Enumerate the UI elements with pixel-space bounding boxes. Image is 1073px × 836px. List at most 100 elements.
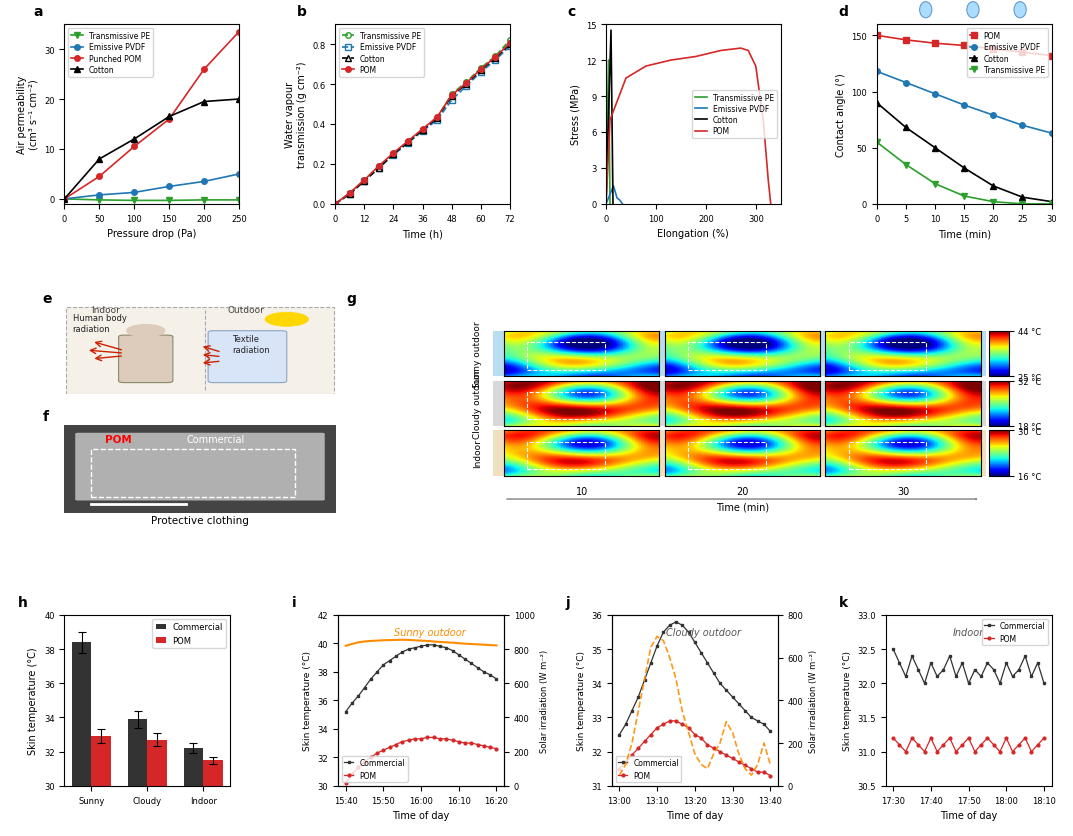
Transmissive PE <box>401 138 414 148</box>
POM <box>741 47 754 57</box>
Cotton <box>233 94 246 104</box>
Text: g: g <box>347 292 356 306</box>
POM <box>626 750 638 760</box>
POM <box>427 732 440 742</box>
Commercial <box>950 671 962 681</box>
Text: Outdoor: Outdoor <box>227 306 264 315</box>
Text: Textile
radiation: Textile radiation <box>233 335 270 354</box>
POM <box>663 716 676 726</box>
Emissive PVDF <box>987 111 1000 121</box>
Cotton <box>958 164 971 174</box>
Emissive PVDF <box>503 42 516 52</box>
Bar <box>527 392 605 420</box>
FancyBboxPatch shape <box>208 331 286 383</box>
Commercial <box>490 674 503 684</box>
POM <box>600 200 613 210</box>
Bar <box>72 643 91 836</box>
X-axis label: Time of day: Time of day <box>393 810 450 820</box>
Transmissive PE <box>602 56 615 66</box>
POM <box>912 740 925 750</box>
Emissive PVDF <box>430 116 443 126</box>
POM <box>950 747 962 757</box>
X-axis label: Pressure drop (Pa): Pressure drop (Pa) <box>107 229 196 239</box>
Line: Cotton: Cotton <box>333 43 513 207</box>
Commercial <box>726 692 739 702</box>
FancyBboxPatch shape <box>119 336 173 383</box>
Punched POM <box>163 115 176 125</box>
Commercial <box>427 640 440 650</box>
Commercial <box>465 659 477 669</box>
Cotton <box>401 138 414 148</box>
Cotton <box>899 124 912 134</box>
Commercial <box>471 663 484 673</box>
Transmissive PE <box>1045 200 1058 210</box>
Text: Indoor: Indoor <box>953 628 984 638</box>
Cotton <box>460 80 473 90</box>
Text: POM: POM <box>105 435 132 445</box>
Emissive PVDF <box>233 170 246 180</box>
Cotton <box>474 66 487 76</box>
POM <box>893 740 906 750</box>
POM <box>720 750 733 760</box>
Line: POM: POM <box>618 720 771 777</box>
POM <box>928 39 941 49</box>
Cotton <box>604 26 617 36</box>
Emissive PVDF <box>614 196 627 206</box>
Emissive PVDF <box>445 96 458 106</box>
Text: Sunny outdoor: Sunny outdoor <box>394 628 466 638</box>
Cotton <box>197 97 210 107</box>
Y-axis label: Water vapour
transmission (g cm⁻²): Water vapour transmission (g cm⁻²) <box>285 62 307 168</box>
POM <box>664 56 677 66</box>
POM <box>745 764 758 774</box>
Line: Emissive PVDF: Emissive PVDF <box>874 69 1055 137</box>
Commercial <box>632 692 645 702</box>
Commercial <box>638 675 651 685</box>
X-axis label: Time (h): Time (h) <box>402 229 443 239</box>
POM <box>346 769 358 779</box>
Commercial <box>682 627 695 637</box>
Commercial <box>421 640 433 650</box>
Y-axis label: Skin temperature (°C): Skin temperature (°C) <box>28 647 39 754</box>
Transmissive PE <box>987 197 1000 207</box>
POM <box>764 200 777 210</box>
Line: Cotton: Cotton <box>61 97 241 202</box>
Commercial <box>1038 679 1050 689</box>
Emissive PVDF <box>387 150 400 161</box>
Text: k: k <box>839 596 849 609</box>
Emissive PVDF <box>928 89 941 99</box>
POM <box>762 176 775 186</box>
Text: h: h <box>18 596 28 609</box>
Commercial <box>402 645 415 655</box>
Bar <box>128 719 147 836</box>
Commercial <box>714 679 726 689</box>
POM <box>756 116 769 126</box>
Emissive PVDF <box>343 190 356 200</box>
POM <box>372 161 385 171</box>
Text: Time (min): Time (min) <box>716 502 769 512</box>
Emissive PVDF <box>358 176 371 186</box>
Text: a: a <box>33 5 43 19</box>
POM <box>1018 733 1031 743</box>
Transmissive PE <box>958 191 971 201</box>
Text: f: f <box>43 410 48 424</box>
Legend: POM, Emissive PVDF, Cotton, Transmissive PE: POM, Emissive PVDF, Cotton, Transmissive… <box>967 29 1047 78</box>
FancyBboxPatch shape <box>75 433 325 501</box>
Commercial <box>670 617 682 627</box>
POM <box>445 91 458 101</box>
Commercial <box>764 726 777 737</box>
Commercial <box>912 665 925 675</box>
Cotton <box>93 155 106 165</box>
Commercial <box>925 658 938 668</box>
Commercial <box>720 686 733 696</box>
POM <box>1025 747 1038 757</box>
POM <box>440 734 453 744</box>
Bar <box>688 442 766 469</box>
Cotton <box>430 114 443 124</box>
POM <box>460 79 473 89</box>
POM <box>619 74 632 84</box>
Line: POM: POM <box>874 33 1055 59</box>
Legend: Transmissive PE, Emissive PVDF, Punched POM, Cotton: Transmissive PE, Emissive PVDF, Punched … <box>69 29 153 78</box>
Cotton <box>328 200 341 210</box>
Bar <box>183 748 203 836</box>
Text: 30: 30 <box>897 487 909 497</box>
